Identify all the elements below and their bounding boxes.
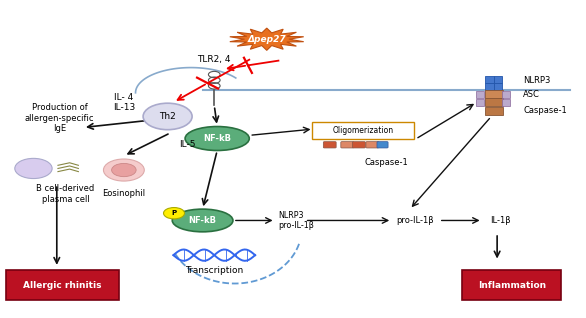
Text: NF-kB: NF-kB — [189, 216, 217, 225]
FancyBboxPatch shape — [485, 83, 493, 90]
Text: NLRP3: NLRP3 — [523, 76, 551, 85]
FancyBboxPatch shape — [377, 142, 388, 148]
Text: P: P — [172, 210, 176, 216]
Circle shape — [111, 163, 136, 177]
Text: ASC: ASC — [523, 90, 540, 99]
Text: NLRP3
pro-IL-1β: NLRP3 pro-IL-1β — [278, 211, 314, 230]
Text: Δpep27: Δpep27 — [247, 35, 286, 44]
Ellipse shape — [172, 209, 233, 232]
Text: Caspase-1: Caspase-1 — [364, 158, 408, 167]
FancyBboxPatch shape — [462, 270, 561, 300]
Circle shape — [104, 159, 144, 181]
Text: IL-1β: IL-1β — [490, 216, 510, 225]
Text: NF-kB: NF-kB — [203, 134, 231, 143]
Circle shape — [15, 158, 52, 178]
Text: Inflammation: Inflammation — [478, 280, 546, 290]
Text: Oligomerization: Oligomerization — [332, 127, 394, 135]
FancyBboxPatch shape — [476, 100, 484, 106]
FancyBboxPatch shape — [366, 142, 379, 148]
Text: Production of
allergen-specific
IgE: Production of allergen-specific IgE — [25, 103, 94, 133]
FancyBboxPatch shape — [493, 76, 502, 83]
FancyBboxPatch shape — [485, 76, 493, 83]
Text: pro-IL-1β: pro-IL-1β — [397, 216, 434, 225]
Text: B cell-derived
plasma cell: B cell-derived plasma cell — [36, 184, 95, 204]
FancyBboxPatch shape — [485, 90, 503, 98]
Ellipse shape — [185, 127, 249, 150]
Text: TLR2, 4: TLR2, 4 — [197, 55, 231, 65]
Text: Allergic rhinitis: Allergic rhinitis — [23, 280, 102, 290]
FancyBboxPatch shape — [502, 91, 510, 98]
FancyBboxPatch shape — [493, 83, 502, 90]
Text: Eosinophil: Eosinophil — [103, 189, 145, 198]
FancyBboxPatch shape — [323, 142, 336, 148]
Text: Th2: Th2 — [159, 112, 176, 121]
FancyBboxPatch shape — [502, 100, 510, 106]
Circle shape — [163, 208, 185, 219]
FancyBboxPatch shape — [6, 270, 120, 300]
FancyBboxPatch shape — [485, 107, 503, 114]
FancyBboxPatch shape — [476, 91, 484, 98]
Polygon shape — [230, 28, 304, 50]
FancyBboxPatch shape — [353, 142, 365, 148]
FancyBboxPatch shape — [485, 99, 503, 106]
Text: Transcription: Transcription — [185, 266, 243, 275]
FancyBboxPatch shape — [341, 142, 354, 148]
Text: IL- 4
IL-13: IL- 4 IL-13 — [113, 93, 135, 112]
Text: IL-5: IL-5 — [179, 140, 196, 149]
Text: Caspase-1: Caspase-1 — [523, 106, 567, 115]
Circle shape — [143, 103, 192, 130]
